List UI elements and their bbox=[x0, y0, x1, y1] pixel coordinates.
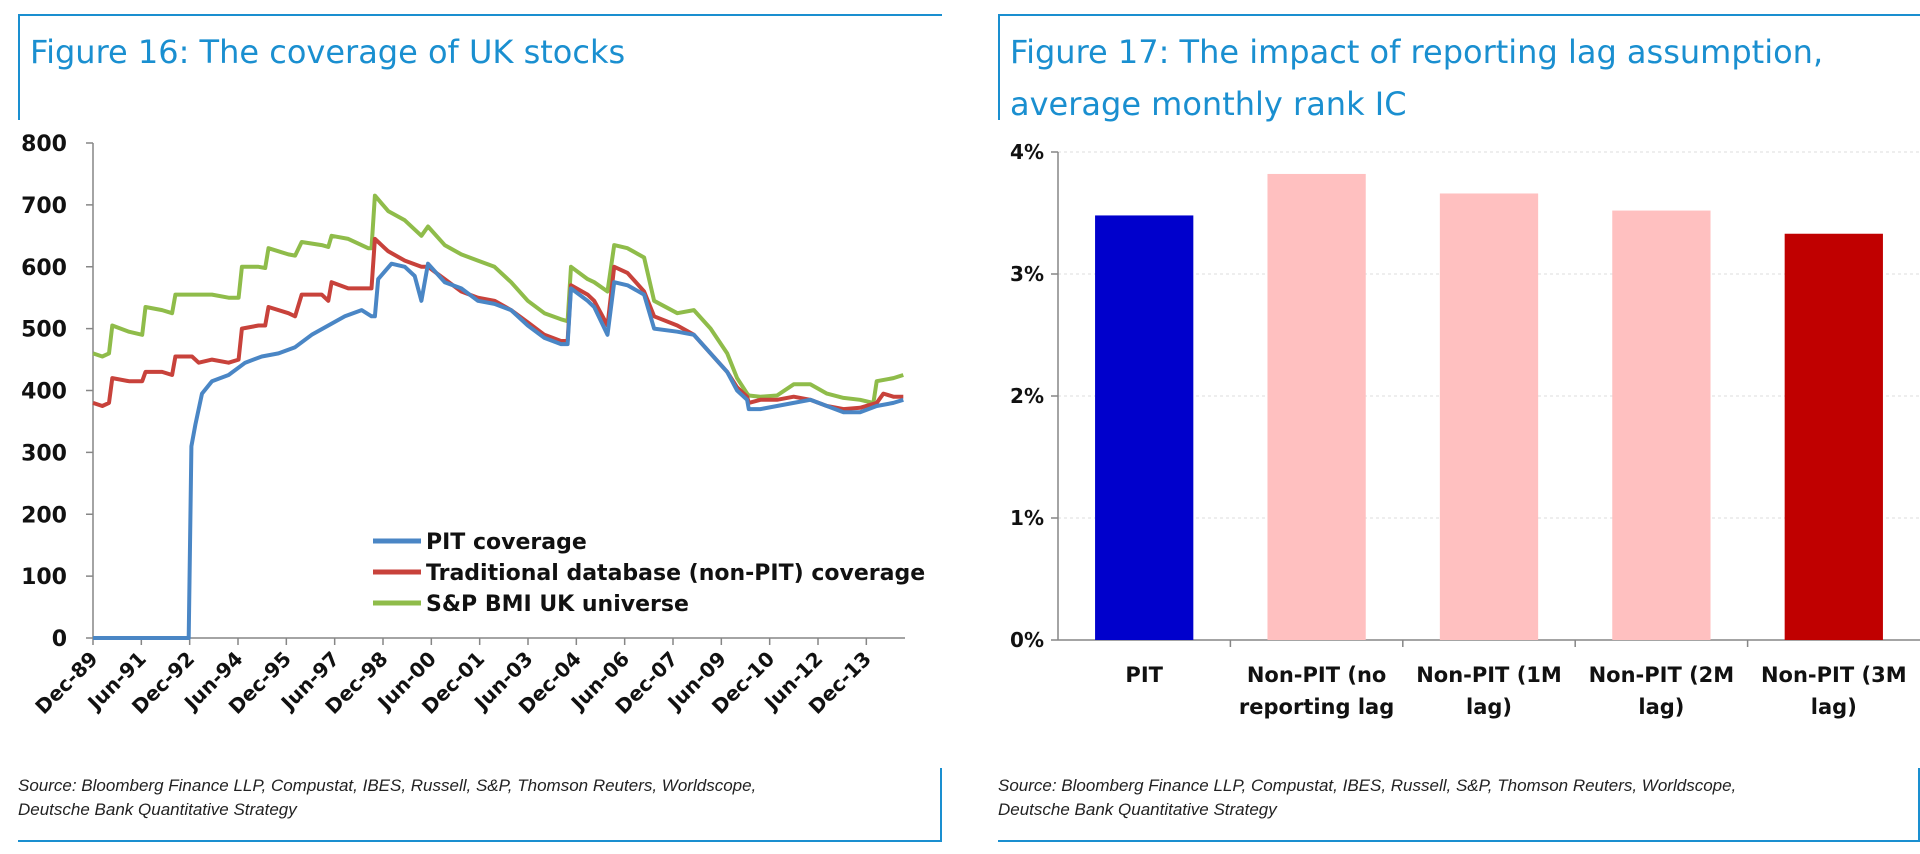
x-category-label: lag) bbox=[1638, 695, 1684, 719]
y-tick-label: 0 bbox=[52, 627, 67, 652]
y-tick-label: 400 bbox=[21, 380, 67, 405]
x-category-label: lag) bbox=[1811, 695, 1857, 719]
figure-16-title: Figure 16: The coverage of UK stocks bbox=[30, 33, 626, 71]
y-tick-label: 200 bbox=[21, 503, 67, 528]
figure-16-header: Figure 16: The coverage of UK stocks bbox=[18, 14, 942, 120]
y-tick-label: 100 bbox=[21, 565, 67, 590]
legend-label: S&P BMI UK universe bbox=[426, 592, 689, 617]
figure-17-title-line2: average monthly rank IC bbox=[1010, 85, 1407, 123]
figure-17-source-line1: Source: Bloomberg Finance LLP, Compustat… bbox=[998, 776, 1737, 795]
y-tick-label: 1% bbox=[1010, 506, 1044, 530]
bar bbox=[1439, 193, 1539, 641]
x-category-label: Non-PIT (2M bbox=[1589, 663, 1735, 687]
x-category-label: Non-PIT (3M bbox=[1761, 663, 1907, 687]
figure-16-source-line1: Source: Bloomberg Finance LLP, Compustat… bbox=[18, 776, 757, 795]
series-line-traditional-database-non-pit-coverage bbox=[92, 236, 904, 412]
figure-16-source-line2: Deutsche Bank Quantitative Strategy bbox=[18, 800, 297, 819]
bar bbox=[1095, 215, 1194, 640]
figure-17-title: Figure 17: The impact of reporting lag a… bbox=[1010, 26, 1823, 130]
series-line-s-p-bmi-uk-universe bbox=[92, 193, 904, 405]
y-tick-label: 800 bbox=[21, 132, 67, 157]
figure-17-title-line1: Figure 17: The impact of reporting lag a… bbox=[1010, 33, 1824, 71]
y-tick-label: 300 bbox=[21, 441, 67, 466]
x-category-label: Non-PIT (no bbox=[1247, 663, 1386, 687]
series-line-pit-coverage bbox=[93, 261, 904, 640]
y-tick-label: 4% bbox=[1010, 140, 1044, 164]
figure-16-panel: Figure 16: The coverage of UK stocks 0 10… bbox=[18, 14, 942, 842]
bar bbox=[1612, 210, 1711, 640]
figure-17-header: Figure 17: The impact of reporting lag a… bbox=[998, 14, 1920, 123]
bar bbox=[1784, 233, 1883, 641]
bar bbox=[1267, 173, 1366, 640]
x-category-label: lag) bbox=[1466, 695, 1512, 719]
y-tick-label: 700 bbox=[21, 194, 67, 219]
x-tick-label: Dec-89 bbox=[30, 647, 102, 719]
y-tick-label: 500 bbox=[21, 318, 67, 343]
legend-label: Traditional database (non-PIT) coverage bbox=[426, 561, 925, 586]
figure-16-source: Source: Bloomberg Finance LLP, Compustat… bbox=[18, 774, 878, 822]
coverage-line-chart: 0100200300400500600700800Dec-89Jun-91Dec… bbox=[21, 132, 925, 719]
y-tick-label: 0% bbox=[1010, 628, 1044, 652]
y-tick-label: 2% bbox=[1010, 384, 1044, 408]
legend-label: PIT coverage bbox=[426, 530, 587, 555]
x-category-label: reporting lag bbox=[1239, 695, 1394, 719]
figure-17-source-line2: Deutsche Bank Quantitative Strategy bbox=[998, 800, 1277, 819]
figure-17-source: Source: Bloomberg Finance LLP, Compustat… bbox=[998, 774, 1858, 822]
x-category-label: Non-PIT (1M bbox=[1416, 663, 1562, 687]
y-tick-label: 3% bbox=[1010, 262, 1044, 286]
y-tick-label: 600 bbox=[21, 256, 67, 281]
figure-17-panel: Figure 17: The impact of reporting lag a… bbox=[990, 0, 1920, 854]
figure-16-source-box: Source: Bloomberg Finance LLP, Compustat… bbox=[18, 768, 942, 842]
rank-ic-bar-chart: 0% 1% 2% 3% 4% PIT Non-PIT (no reporting lag Non… bbox=[1010, 140, 1920, 719]
x-category-label: PIT bbox=[1125, 663, 1163, 687]
figure-17-source-box: Source: Bloomberg Finance LLP, Compustat… bbox=[998, 768, 1920, 842]
